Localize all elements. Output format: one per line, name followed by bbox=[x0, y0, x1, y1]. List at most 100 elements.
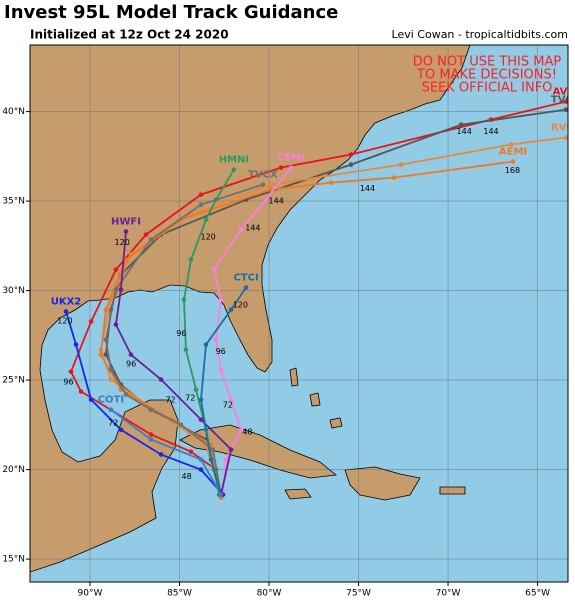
track-point bbox=[238, 227, 244, 232]
track-point bbox=[348, 152, 354, 157]
track-point bbox=[88, 319, 94, 324]
hour-label: 144 bbox=[269, 197, 284, 206]
track-line bbox=[110, 408, 222, 496]
track-point bbox=[98, 352, 104, 357]
hour-label: 168 bbox=[505, 166, 520, 175]
track-point bbox=[158, 452, 164, 457]
hour-label: 48 bbox=[182, 472, 192, 481]
track-point bbox=[278, 165, 284, 170]
track-point bbox=[328, 180, 334, 185]
track-point bbox=[118, 287, 124, 292]
track-point bbox=[123, 392, 129, 397]
warning-line: SEEK OFFICIAL INFO bbox=[422, 81, 553, 96]
track-point bbox=[123, 257, 129, 262]
hour-label: 144 bbox=[457, 127, 472, 136]
puerto-rico bbox=[439, 486, 466, 495]
track-point bbox=[508, 142, 514, 147]
warning: DO NOT USE THIS MAP TO MAKE DECISIONS! S… bbox=[413, 55, 562, 96]
track-point bbox=[198, 397, 204, 402]
hour-label: 120 bbox=[115, 238, 130, 247]
hour-label: 144 bbox=[483, 127, 498, 136]
lon-tick-label: 85°W bbox=[167, 589, 192, 599]
track-name: HMNI bbox=[219, 155, 249, 166]
track-point bbox=[103, 352, 109, 357]
track-point bbox=[123, 229, 129, 234]
track-point bbox=[238, 427, 244, 432]
track-point bbox=[208, 457, 214, 462]
hour-label: 96 bbox=[126, 359, 136, 368]
track-point bbox=[113, 322, 119, 327]
track-point bbox=[108, 367, 114, 372]
track-point bbox=[113, 287, 119, 292]
track-point bbox=[148, 437, 154, 442]
track-name: CEMI bbox=[277, 153, 305, 164]
axes: 90°W 85°W 80°W 75°W 70°W 65°W 15°N 20°N 25°N 30°N… bbox=[2, 107, 550, 598]
track-point bbox=[148, 407, 154, 412]
warning-line: DO NOT USE THIS MAP bbox=[413, 55, 562, 70]
lon-tick-label: 80°W bbox=[257, 589, 282, 599]
track-name: AEMI bbox=[499, 147, 527, 158]
track-name: TVCN bbox=[551, 95, 575, 106]
credit: Levi Cowan - tropicaltidbits.com bbox=[392, 28, 568, 41]
track-point bbox=[213, 337, 219, 342]
track-point bbox=[260, 182, 266, 187]
hour-label: 96 bbox=[216, 347, 226, 356]
warning-line: TO MAKE DECISIONS! bbox=[416, 68, 557, 83]
hour-label: 144 bbox=[245, 223, 260, 232]
track-line bbox=[114, 231, 233, 495]
track-point bbox=[268, 182, 274, 187]
track-point bbox=[198, 457, 204, 462]
track-point bbox=[143, 232, 149, 237]
track-point bbox=[228, 397, 234, 402]
hour-label: 72 bbox=[185, 393, 195, 402]
track-point bbox=[188, 257, 194, 262]
track-point bbox=[243, 285, 249, 290]
track-point bbox=[78, 389, 84, 394]
track-point bbox=[210, 447, 216, 452]
lon-tick-label: 65°W bbox=[525, 589, 550, 599]
track-name: COTI bbox=[98, 395, 124, 406]
track-point bbox=[103, 307, 109, 312]
track-point bbox=[198, 467, 204, 472]
lon-tick-label: 90°W bbox=[78, 589, 103, 599]
track-point bbox=[73, 342, 79, 347]
jamaica bbox=[284, 488, 312, 500]
track-line bbox=[200, 286, 247, 495]
track-point bbox=[398, 162, 404, 167]
hour-label: 72 bbox=[165, 395, 175, 404]
track-point bbox=[218, 297, 224, 302]
hour-label: 144 bbox=[360, 184, 375, 193]
tracks: 144 AVNI 144 TVCN RVCC 168 144 AEMI 144 72 48 CEMI 1… bbox=[51, 87, 575, 500]
hour-label: 120 bbox=[200, 232, 215, 241]
track-name: CTCI bbox=[233, 273, 258, 284]
map-frame bbox=[29, 44, 569, 583]
track-point bbox=[68, 369, 74, 374]
track-point bbox=[113, 267, 119, 272]
lat-tick-label: 30°N bbox=[2, 286, 25, 296]
track-line bbox=[70, 100, 567, 498]
lat-tick-label: 25°N bbox=[2, 376, 25, 386]
track-line bbox=[99, 136, 567, 498]
track-point bbox=[198, 202, 204, 207]
lon-tick-label: 70°W bbox=[436, 589, 461, 599]
track-point bbox=[128, 352, 134, 357]
grid bbox=[30, 45, 568, 582]
track-point bbox=[198, 192, 204, 197]
track-name: AVNI bbox=[553, 87, 575, 98]
track-point bbox=[228, 447, 234, 452]
track-point bbox=[211, 267, 217, 272]
lat-tick-label: 15°N bbox=[2, 555, 25, 565]
hour-label: 96 bbox=[176, 329, 186, 338]
lat-tick-label: 20°N bbox=[2, 465, 25, 475]
hour-label: 72 bbox=[223, 401, 233, 410]
track-point bbox=[178, 422, 184, 427]
hour-label: 48 bbox=[242, 427, 252, 436]
track-point bbox=[188, 449, 194, 454]
track-point bbox=[391, 175, 397, 180]
track-point bbox=[158, 377, 164, 382]
track-point bbox=[148, 237, 154, 242]
map-area: 144 AVNI 144 TVCN RVCC 168 144 AEMI 144 72 48 CEMI 1… bbox=[30, 45, 575, 582]
subtitle: Initialized at 12z Oct 24 2020 bbox=[30, 28, 229, 42]
hour-label: 120 bbox=[233, 300, 248, 309]
track-point bbox=[108, 377, 114, 382]
